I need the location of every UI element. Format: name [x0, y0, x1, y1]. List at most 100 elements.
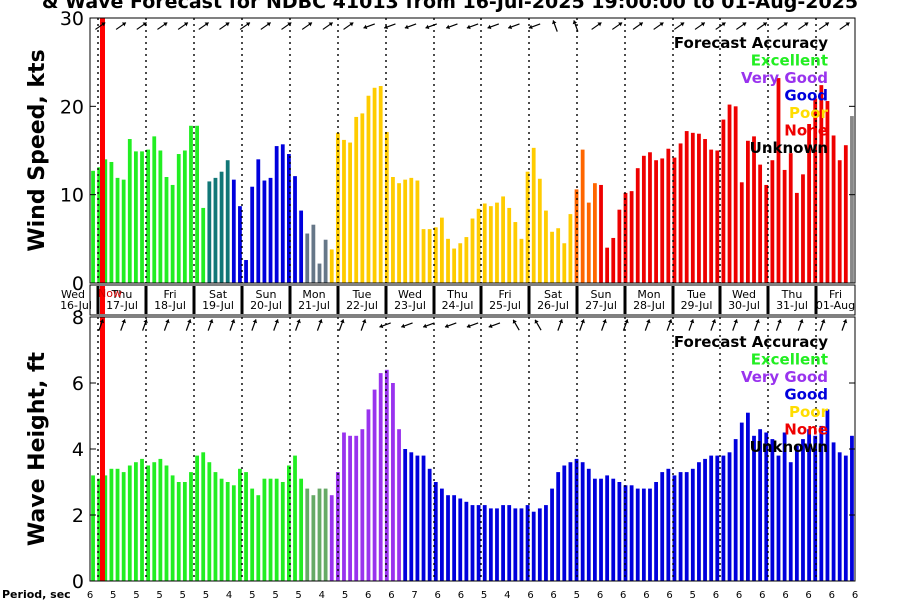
bar — [317, 488, 322, 581]
y-tick-label: 20 — [60, 96, 84, 118]
period-value: 6 — [759, 590, 765, 600]
period-value: 5 — [342, 590, 348, 600]
day-name: Mon — [302, 288, 325, 301]
direction-arrow — [260, 22, 272, 30]
bar — [654, 160, 658, 283]
bar — [837, 160, 842, 283]
bar — [813, 98, 818, 283]
day-name: Thu — [781, 288, 803, 301]
period-value: 6 — [805, 590, 811, 600]
day-name: Tue — [686, 288, 706, 301]
bar — [268, 478, 273, 581]
bar — [727, 104, 732, 283]
y-tick-label: 0 — [72, 273, 84, 295]
bar — [531, 511, 536, 581]
day-name: Sun — [256, 288, 277, 301]
bar — [629, 191, 634, 283]
bar — [758, 429, 763, 581]
bar — [427, 229, 432, 283]
bar — [470, 218, 475, 283]
day-name: Mon — [637, 288, 660, 301]
bar — [464, 501, 469, 581]
period-value: 5 — [690, 590, 696, 600]
bar — [311, 495, 316, 581]
direction-arrow — [715, 22, 726, 30]
period-value: 5 — [574, 590, 580, 600]
bar — [293, 176, 297, 283]
legend-item: Excellent — [751, 52, 828, 70]
bar — [629, 485, 634, 581]
day-date: 21-Jul — [298, 299, 330, 312]
direction-arrow — [98, 319, 105, 331]
bar — [850, 435, 854, 581]
direction-arrow — [120, 319, 126, 331]
direction-arrow — [819, 319, 826, 331]
bar — [831, 135, 836, 283]
bar — [666, 468, 671, 581]
bar — [195, 455, 199, 581]
direction-arrow — [841, 319, 848, 331]
bar — [752, 136, 756, 283]
bar — [488, 206, 493, 283]
day-separator — [623, 286, 627, 314]
bar — [758, 164, 763, 283]
bar — [654, 482, 658, 581]
bar — [317, 263, 322, 283]
legend-item: Very Good — [741, 368, 828, 386]
bar — [262, 180, 267, 283]
bar — [274, 478, 279, 581]
period-value: 6 — [597, 590, 603, 600]
bar — [189, 125, 193, 284]
direction-arrow — [839, 22, 850, 30]
y-axis-label: Wind Speed, kts — [25, 49, 50, 251]
bar — [305, 233, 310, 283]
bar — [280, 144, 285, 283]
direction-arrow — [688, 319, 695, 331]
legend-item: None — [784, 421, 828, 439]
bar — [635, 488, 640, 581]
day-date: 19-Jul — [202, 299, 234, 312]
bar — [342, 139, 346, 283]
day-separator — [814, 286, 818, 314]
bar — [391, 177, 395, 283]
bar — [593, 478, 597, 581]
direction-arrow — [754, 319, 760, 331]
bar — [103, 159, 108, 283]
bar — [201, 452, 206, 581]
bar — [384, 131, 389, 283]
day-date: 17-Jul — [106, 299, 138, 312]
direction-arrow — [425, 23, 437, 30]
bar — [599, 478, 603, 581]
bar — [850, 116, 854, 283]
bar — [415, 455, 420, 581]
bar — [715, 455, 720, 581]
bar — [770, 439, 775, 581]
day-separator — [718, 286, 722, 314]
panel-wind-speed: 0 10 20 30 Wind Speed, kts Forecast AccuracyE… — [25, 8, 856, 295]
bar — [403, 179, 408, 283]
day-date: 23-Jul — [394, 299, 426, 312]
direction-arrow — [157, 22, 168, 30]
direction-arrow — [281, 22, 292, 30]
bar — [764, 184, 769, 283]
bar — [788, 462, 793, 581]
bar — [641, 155, 646, 283]
direction-arrow — [273, 319, 279, 331]
bar — [225, 160, 230, 283]
bar — [709, 149, 714, 283]
direction-arrow — [644, 319, 651, 331]
bar — [782, 169, 787, 283]
period-value: 5 — [203, 590, 209, 600]
direction-arrow — [777, 22, 788, 30]
day-name: Wed — [732, 288, 756, 301]
bar — [733, 106, 738, 283]
bar — [813, 435, 818, 581]
bar — [648, 488, 652, 581]
bar — [293, 455, 297, 581]
bar — [697, 462, 701, 581]
bar — [678, 472, 683, 581]
direction-arrow — [797, 319, 804, 331]
bar — [801, 174, 805, 283]
